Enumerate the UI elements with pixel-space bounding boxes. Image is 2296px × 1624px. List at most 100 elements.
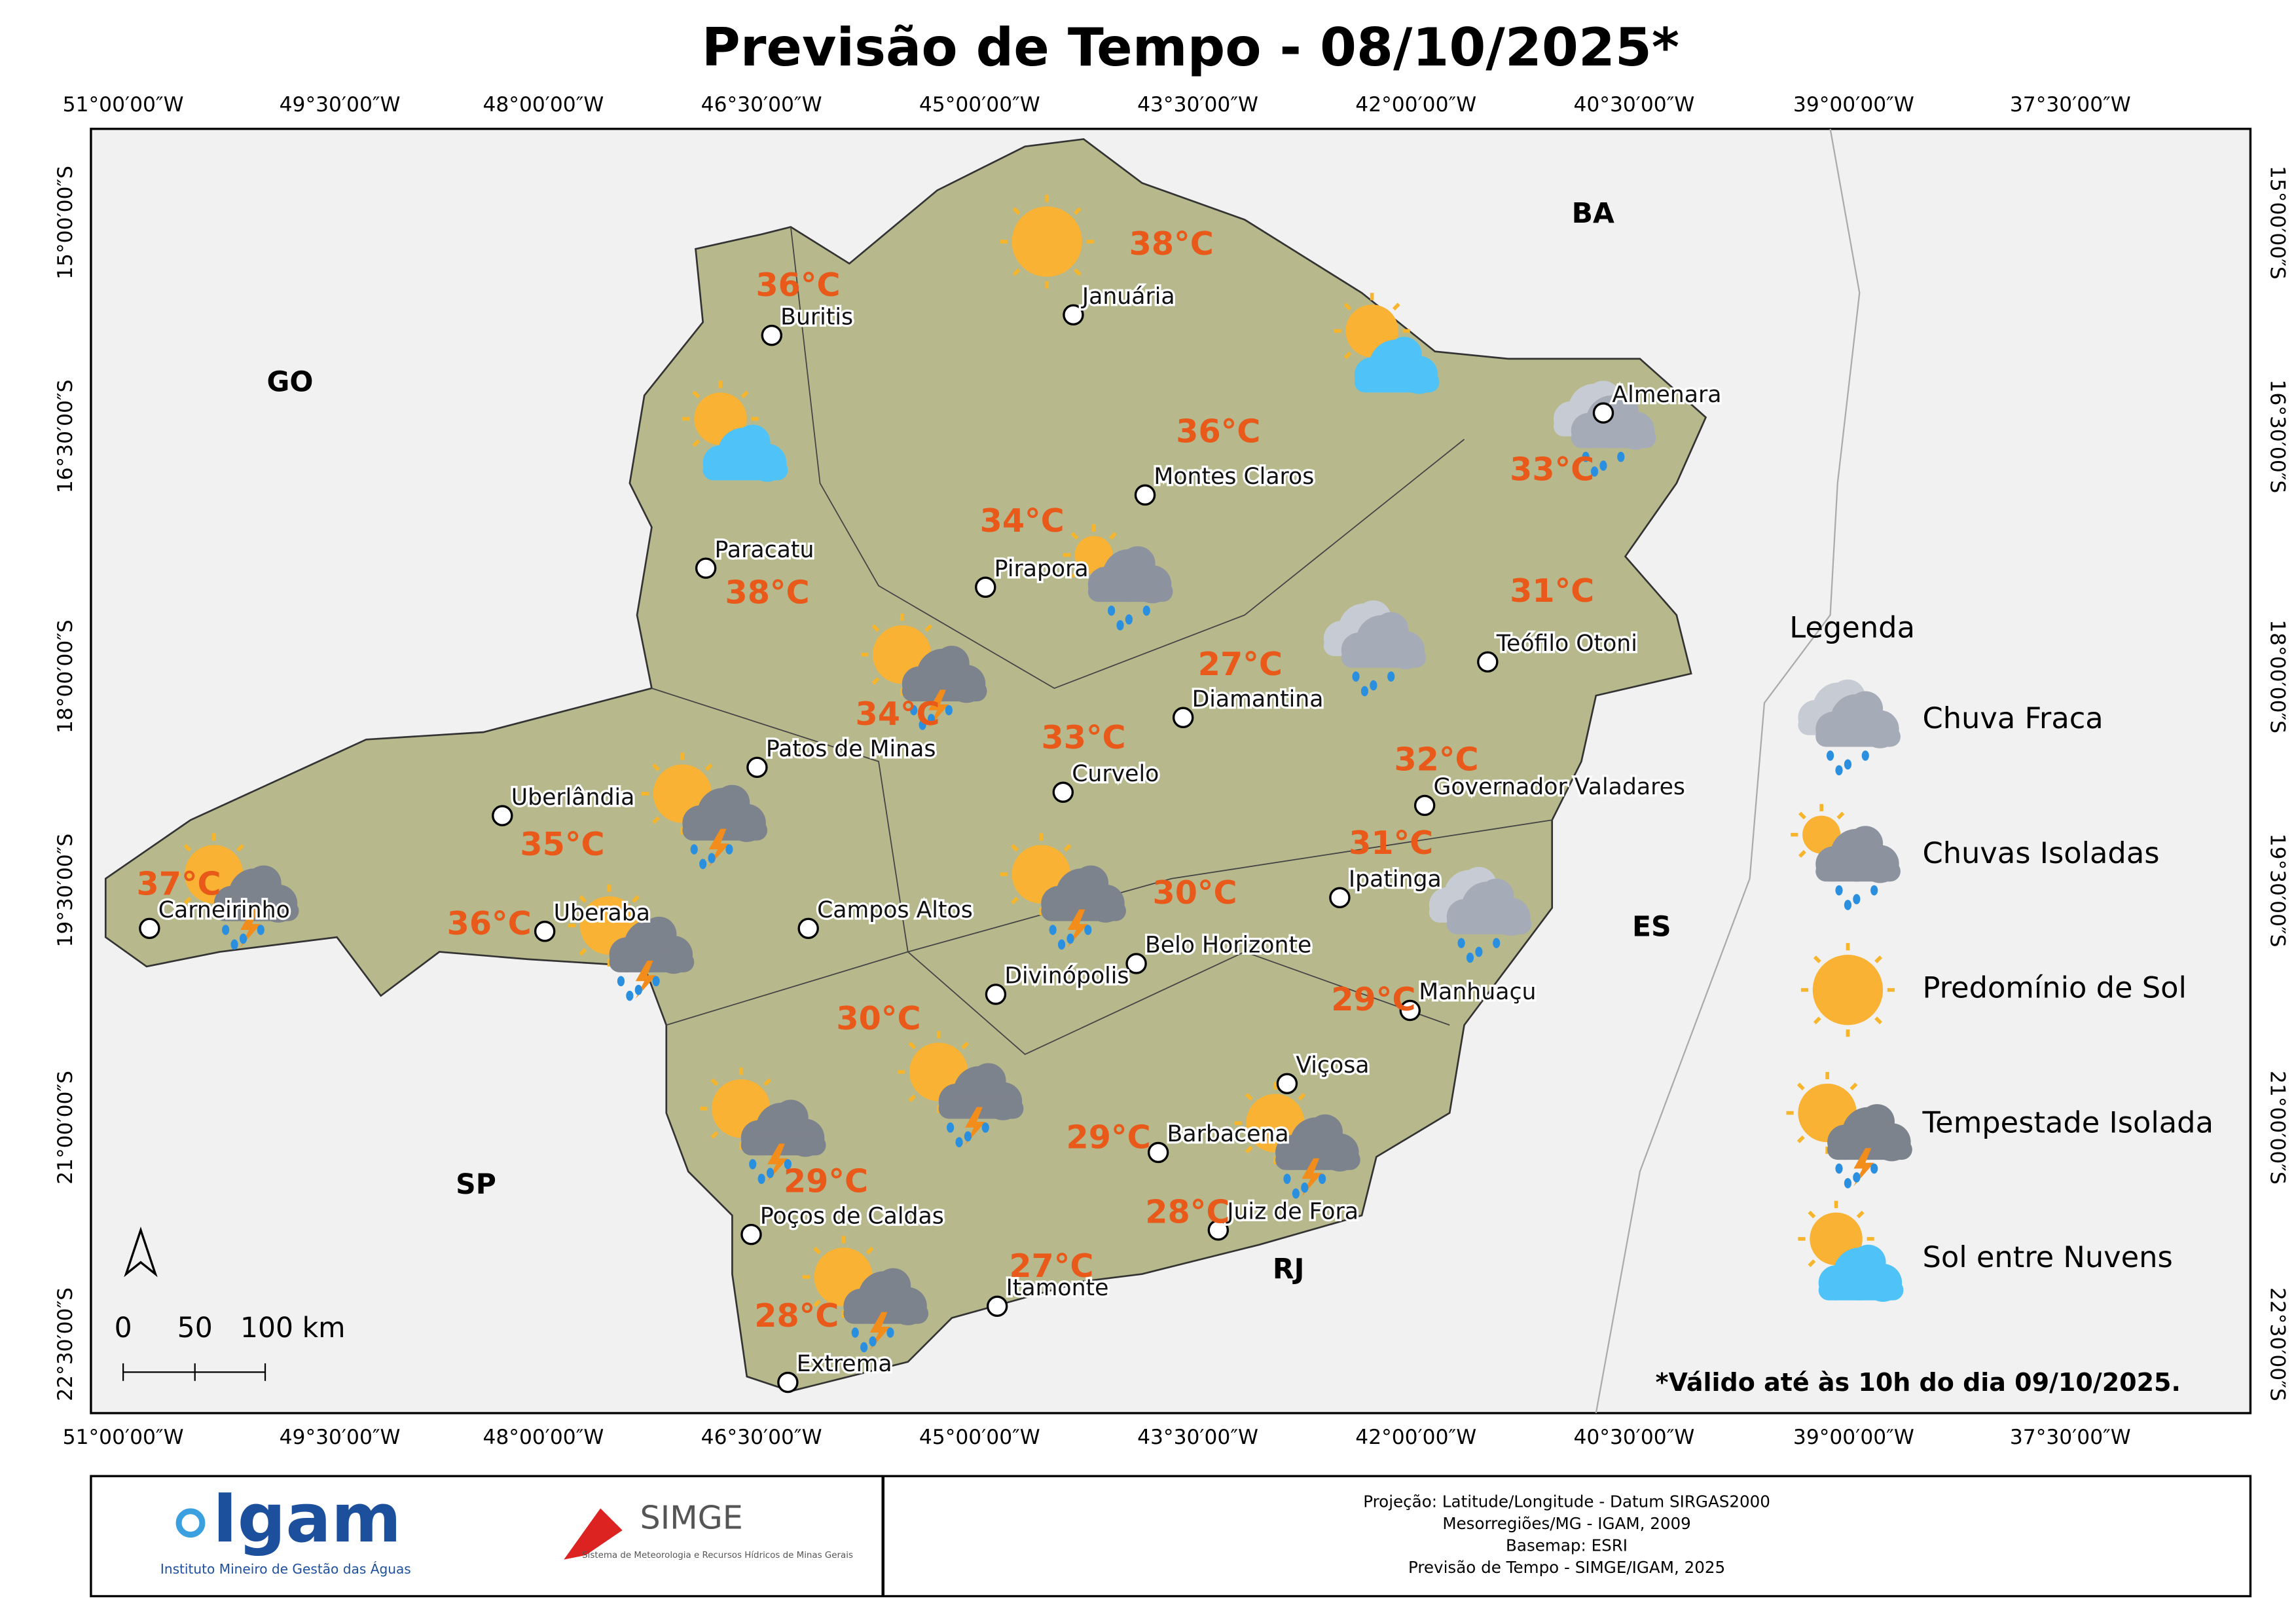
city-label: Carneirinho: [158, 897, 290, 923]
sun-ray: [1070, 570, 1079, 578]
drop: [981, 1122, 989, 1133]
city-label: Uberlândia: [511, 784, 635, 811]
cloud-part: [1307, 1114, 1343, 1150]
cloud-base: [702, 460, 788, 481]
cloud-part: [735, 424, 771, 460]
city-label: Pirapora: [994, 556, 1089, 582]
scale-label: 0: [115, 1312, 132, 1344]
city-label: Patos de Minas: [766, 736, 936, 762]
sun-ray: [1392, 303, 1400, 311]
temperature: 31°C: [1349, 824, 1433, 862]
city-marker: [740, 1223, 762, 1246]
sun-ray: [1245, 1092, 1253, 1101]
north-arrow: [124, 1227, 158, 1278]
credit-line: Basemap: ESRI: [1506, 1536, 1628, 1555]
temperature: 29°C: [1331, 980, 1415, 1018]
sun-ray: [1245, 1145, 1253, 1154]
drop: [1125, 614, 1133, 625]
weather-icon: [1334, 293, 1440, 394]
city-marker: [985, 984, 1007, 1005]
state-label: BA: [1572, 198, 1614, 230]
city-marker: [1063, 304, 1084, 326]
drop: [1582, 451, 1590, 462]
weather-icon: [568, 884, 695, 1001]
lon-label-top: 45°00′00″W: [919, 93, 1040, 117]
simge-sub: Sistema de Meteorologia e Recursos Hídri…: [582, 1550, 853, 1560]
city-marker: [1125, 953, 1147, 974]
drop: [239, 933, 247, 944]
sun-ray: [1798, 811, 1806, 820]
sun-ray: [1012, 268, 1021, 276]
city-marker: [1477, 651, 1499, 673]
lon-label-top: 39°00′00″W: [1793, 93, 1914, 117]
temperature: 34°C: [856, 695, 940, 733]
sun-ray: [1298, 1092, 1306, 1101]
cloud-base: [1815, 860, 1901, 882]
sun-ray: [1343, 351, 1352, 360]
sun-ray: [908, 1041, 917, 1050]
lon-label-top: 43°30′00″W: [1137, 93, 1258, 117]
temperature: 30°C: [836, 999, 920, 1037]
drop: [1360, 686, 1369, 697]
sun-ray: [1798, 849, 1806, 858]
drop: [230, 939, 238, 950]
temperature: 27°C: [1198, 645, 1283, 683]
drop: [1292, 1188, 1300, 1199]
cloud-part: [1478, 878, 1514, 914]
drop: [222, 925, 230, 935]
state-label: ES: [1632, 911, 1671, 943]
city-marker: [1134, 484, 1156, 506]
drop: [955, 1137, 963, 1148]
drop: [1066, 933, 1074, 944]
city-marker: [1172, 707, 1194, 728]
cloud-part: [1859, 1104, 1895, 1139]
legend-label: Chuvas Isoladas: [1922, 836, 2159, 870]
city-marker: [761, 324, 782, 346]
city-marker: [777, 1371, 799, 1393]
cloud-part: [934, 646, 970, 681]
weather-icon: [173, 833, 299, 950]
drop: [725, 844, 733, 855]
city-marker: [1207, 1219, 1230, 1241]
legend-label: Tempestade Isolada: [1922, 1105, 2214, 1139]
sun-ray: [652, 816, 660, 824]
cloud-base: [1341, 647, 1427, 668]
igam-sub: Instituto Mineiro de Gestão das Águas: [160, 1561, 411, 1577]
city-label: Uberaba: [554, 900, 650, 926]
weather-icon: [802, 1236, 929, 1353]
drop: [617, 976, 625, 987]
lon-label-bottom: 43°30′00″W: [1137, 1426, 1258, 1449]
city-label: Barbacena: [1167, 1121, 1289, 1147]
temperature: 38°C: [1129, 225, 1214, 263]
temperature: 37°C: [137, 864, 221, 902]
sun-ray: [813, 1299, 821, 1308]
sun-ray: [1836, 811, 1845, 820]
city-marker: [797, 917, 819, 939]
sun-ray: [1813, 955, 1821, 963]
note: *Válido até às 10h do dia 09/10/2025.: [1656, 1368, 2181, 1397]
lat-label-right: 16°30′00″S: [2266, 380, 2289, 494]
sun-ray: [236, 843, 245, 852]
drop: [1049, 925, 1057, 935]
footer-box: [90, 1475, 2252, 1598]
drop: [1599, 460, 1607, 471]
cloud-part: [773, 1099, 809, 1135]
lat-label-right: 18°00′00″S: [2266, 619, 2289, 733]
lon-label-top: 49°30′00″W: [280, 93, 401, 117]
drop: [1319, 1173, 1326, 1185]
city-marker: [1413, 794, 1436, 817]
legend-label: Sol entre Nuvens: [1922, 1240, 2172, 1274]
lon-label-bottom: 42°00′00″W: [1355, 1426, 1476, 1449]
cloud-part: [714, 784, 750, 821]
drop: [1387, 671, 1395, 682]
lon-label-bottom: 46°30′00″W: [701, 1426, 822, 1449]
content: 51°00′00″W 51°00′00″W 49°30′00″W 49°30′00″W…: [54, 93, 2289, 1577]
sun-ray: [871, 676, 880, 685]
cloud-part: [1073, 865, 1109, 901]
sun-ray: [908, 1094, 917, 1103]
igam-logo: [175, 1508, 206, 1538]
sun-ray: [871, 624, 880, 633]
sun-ray: [1343, 303, 1352, 311]
lon-label-bottom: 39°00′00″W: [1793, 1426, 1914, 1449]
credit-line: Previsão de Tempo - SIMGE/IGAM, 2025: [1408, 1558, 1725, 1577]
